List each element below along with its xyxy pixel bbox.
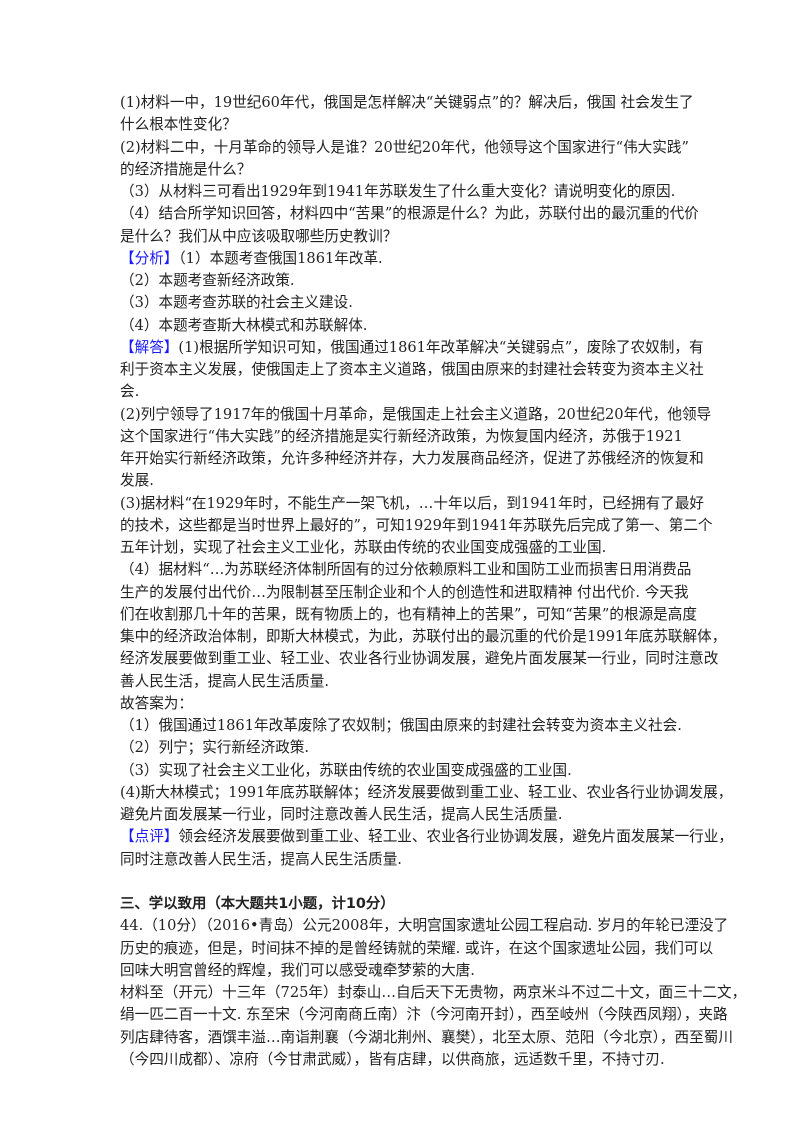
analysis-line: （4）本题考查斯大林模式和苏联解体. (120, 315, 700, 337)
comment-line: 【点评】领会经济发展要做到重工业、轻工业、农业各行业协调发展，避免片面发展某一行… (120, 826, 733, 848)
analysis-text: （2）本题考查新经济政策. (120, 272, 295, 289)
question-44-text: （今四川成都）、凉府（今甘肃武威），皆有店肆，以供商旅，远适数千里，不持寸刃. (120, 1050, 665, 1068)
answer-line: 集中的经济政治体制，即斯大林模式，为此，苏联付出的最沉重的代价是1991年底苏联… (120, 626, 726, 648)
question-44-line: 回味大明宫曾经的辉煌，我们可以感受魂牵梦萦的大唐. (120, 960, 700, 982)
answer-text: 这个国家进行“伟大实践”的经济措施是实行新经济政策，为恢复国内经济，苏俄于192… (120, 427, 683, 445)
answer-text: 们在收割那几十年的苦果，既有物质上的，也有精神上的苦果”，可知“苦果”的根源是高… (120, 605, 697, 623)
answer-line: （1）俄国通过1861年改革废除了农奴制；俄国由原来的封建社会转变为资本主义社会… (120, 715, 700, 737)
answer-text: （4）据材料“…为苏联经济体制所固有的过分依赖原料工业和国防工业而损害日用消费品 (120, 561, 692, 579)
question-44-text: 44.（10分）（2016•青岛）公元2008年，大明宫国家遗址公园工程启动. … (120, 917, 729, 935)
answer-line: 故答案为： (120, 693, 700, 715)
question-44-line: 绢一匹二百一十文. 东至宋（今河南商丘南）汴（今河南开封），西至岐州（今陕西凤翔… (120, 1004, 728, 1026)
answer-text: 生产的发展付出代价…为限制甚至压制企业和个人的创造性和进取精神 付出代价. 今天… (120, 583, 689, 601)
question-text: 什么根本性变化？ (120, 116, 237, 134)
question-text: (2)材料二中，十月革命的领导人是谁？20世纪20年代，他领导这个国家进行“伟大… (120, 138, 689, 156)
question-44-line: 历史的痕迹，但是，时间抹不掉的是曾经铸就的荣耀. 或许，在这个国家遗址公园，我们… (120, 938, 713, 960)
answer-text: 的技术，这些都是当时世界上最好的”，可知1929年到1941年苏联先后完成了第一… (120, 516, 713, 534)
answer-line: （4）据材料“…为苏联经济体制所固有的过分依赖原料工业和国防工业而损害日用消费品 (120, 559, 700, 581)
answer-line: 年开始实行新经济政策，允许多种经济并存，大力发展商品经济，促进了苏俄经济的恢复和 (120, 448, 704, 470)
analysis-line: 【分析】（1）本题考查俄国1861年改革. (120, 248, 700, 270)
answer-text: (3)据材料“在1929年时，不能生产一架飞机，…十年以后，到1941年时，已经… (120, 494, 705, 512)
answer-text: （3）实现了社会主义工业化，苏联由传统的农业国变成强盛的工业国. (120, 761, 572, 779)
question-text: (1)材料一中，19世纪60年代，俄国是怎样解决“关键弱点”的？解决后，俄国 社… (120, 94, 694, 111)
answer-line: 生产的发展付出代价…为限制甚至压制企业和个人的创造性和进取精神 付出代价. 今天… (120, 582, 700, 604)
document-body: (1)材料一中，19世纪60年代，俄国是怎样解决“关键弱点”的？解决后，俄国 社… (120, 92, 746, 1071)
question-44-line: 材料至（开元）十三年（725年）封泰山…自后天下无贵物，两京米斗不过二十文，面三… (120, 982, 746, 1004)
question-line: (1)材料一中，19世纪60年代，俄国是怎样解决“关键弱点”的？解决后，俄国 社… (120, 92, 700, 114)
answer-text: 经济发展要做到重工业、轻工业、农业各行业协调发展，避免片面发展某一行业，同时注意… (120, 650, 719, 668)
answer-line: 善人民生活，提高人民生活质量. (120, 671, 700, 693)
answer-text: 会. (120, 383, 140, 401)
answer-text: 故答案为： (120, 694, 193, 712)
question-text: 的经济措施是什么？ (120, 160, 252, 178)
answer-text: 发展. (120, 472, 154, 490)
question-line: （4）结合所学知识回答，材料四中“苦果”的根源是什么？为此，苏联付出的最沉重的代… (120, 203, 700, 225)
comment-label: 【点评】 (120, 828, 179, 846)
question-44-text: 回味大明宫曾经的辉煌，我们可以感受魂牵梦萦的大唐. (120, 961, 475, 979)
answer-line: 们在收割那几十年的苦果，既有物质上的，也有精神上的苦果”，可知“苦果”的根源是高… (120, 604, 700, 626)
answer-text: 五年计划，实现了社会主义工业化，苏联由传统的农业国变成强盛的工业国. (120, 539, 607, 556)
comment-text: 领会经济发展要做到重工业、轻工业、农业各行业协调发展，避免片面发展某一行业， (178, 828, 733, 846)
answer-line: （2）列宁；实行新经济政策. (120, 737, 700, 759)
answer-line: 发展. (120, 470, 700, 492)
answer-line: (2)列宁领导了1917年的俄国十月革命，是俄国走上社会主义道路，20世纪20年… (120, 404, 711, 426)
question-44-text: 绢一匹二百一十文. 东至宋（今河南商丘南）汴（今河南开封），西至岐州（今陕西凤翔… (120, 1006, 728, 1024)
answer-text: (4)斯大林模式；1991年底苏联解体；经济发展要做到重工业、轻工业、农业各行业… (120, 783, 733, 801)
answer-label: 【解答】 (120, 338, 179, 356)
answer-line: 经济发展要做到重工业、轻工业、农业各行业协调发展，避免片面发展某一行业，同时注意… (120, 648, 718, 670)
question-44-line: （今四川成都）、凉府（今甘肃武威），皆有店肆，以供商旅，远适数千里，不持寸刃. (120, 1049, 700, 1071)
answer-line: 五年计划，实现了社会主义工业化，苏联由传统的农业国变成强盛的工业国. (120, 537, 700, 559)
answer-line: (4)斯大林模式；1991年底苏联解体；经济发展要做到重工业、轻工业、农业各行业… (120, 782, 732, 804)
answer-text: 年开始实行新经济政策，允许多种经济并存，大力发展商品经济，促进了苏俄经济的恢复和 (120, 450, 704, 467)
question-line: （3）从材料三可看出1929年到1941年苏联发生了什么重大变化？请说明变化的原… (120, 181, 700, 203)
question-line: 是什么？我们从中应该吸取哪些历史教训？ (120, 226, 700, 248)
question-line: 的经济措施是什么？ (120, 159, 700, 181)
answer-text: 避免片面发展某一行业，同时注意改善人民生活，提高人民生活质量. (120, 806, 563, 823)
question-44-text: 历史的痕迹，但是，时间抹不掉的是曾经铸就的荣耀. 或许，在这个国家遗址公园，我们… (120, 939, 714, 957)
answer-text: （1）俄国通过1861年改革废除了农奴制；俄国由原来的封建社会转变为资本主义社会… (120, 717, 682, 734)
question-text: （3）从材料三可看出1929年到1941年苏联发生了什么重大变化？请说明变化的原… (120, 183, 676, 200)
answer-line: 这个国家进行“伟大实践”的经济措施是实行新经济政策，为恢复国内经济，苏俄于192… (120, 426, 700, 448)
answer-text: 集中的经济政治体制，即斯大林模式，为此，苏联付出的最沉重的代价是1991年底苏联… (120, 628, 727, 645)
question-44-line: 44.（10分）（2016•青岛）公元2008年，大明宫国家遗址公园工程启动. … (120, 915, 728, 937)
analysis-text: （3）本题考查苏联的社会主义建设. (120, 294, 353, 312)
question-text: （4）结合所学知识回答，材料四中“苦果”的根源是什么？为此，苏联付出的最沉重的代… (120, 205, 699, 223)
comment-text: 同时注意改善人民生活，提高人民生活质量. (120, 850, 402, 868)
question-44-text: 材料至（开元）十三年（725年）封泰山…自后天下无贵物，两京米斗不过二十文，面三… (120, 984, 747, 1001)
answer-text: (1)根据所学知识可知，俄国通过1861年改革解决“关键弱点”，废除了农奴制，有 (178, 338, 704, 356)
analysis-line: （2）本题考查新经济政策. (120, 270, 700, 292)
answer-line: 会. (120, 381, 700, 403)
analysis-text: （1）本题考查俄国1861年改革. (178, 249, 383, 267)
question-44-line: 列店肆待客，酒馔丰溢…南诣荆襄（今湖北荆州、襄樊），北至太原、范阳（今北京），西… (120, 1027, 733, 1049)
section-heading: 三、学以致用（本大题共1小题，计10分） (120, 896, 395, 912)
answer-text: （2）列宁；实行新经济政策. (120, 739, 310, 757)
question-44-text: 列店肆待客，酒馔丰溢…南诣荆襄（今湖北荆州、襄樊），北至太原、范阳（今北京），西… (120, 1028, 733, 1046)
analysis-label: 【分析】 (120, 249, 179, 267)
comment-line: 同时注意改善人民生活，提高人民生活质量. (120, 849, 700, 871)
analysis-line: （3）本题考查苏联的社会主义建设. (120, 292, 700, 314)
answer-line: （3）实现了社会主义工业化，苏联由传统的农业国变成强盛的工业国. (120, 760, 700, 782)
question-line: 什么根本性变化？ (120, 114, 700, 136)
answer-line: (3)据材料“在1929年时，不能生产一架飞机，…十年以后，到1941年时，已经… (120, 493, 704, 515)
analysis-text: （4）本题考查斯大林模式和苏联解体. (120, 316, 368, 334)
answer-line: 【解答】(1)根据所学知识可知，俄国通过1861年改革解决“关键弱点”，废除了农… (120, 337, 704, 359)
answer-text: 利于资本主义发展，使俄国走上了资本主义道路，俄国由原来的封建社会转变为资本主义社 (120, 361, 704, 378)
answer-text: (2)列宁领导了1917年的俄国十月革命，是俄国走上社会主义道路，20世纪20年… (120, 405, 712, 423)
question-text: 是什么？我们从中应该吸取哪些历史教训？ (120, 227, 398, 245)
question-line: (2)材料二中，十月革命的领导人是谁？20世纪20年代，他领导这个国家进行“伟大… (120, 137, 700, 159)
answer-text: 善人民生活，提高人民生活质量. (120, 672, 329, 690)
answer-line: 避免片面发展某一行业，同时注意改善人民生活，提高人民生活质量. (120, 804, 700, 826)
answer-line: 利于资本主义发展，使俄国走上了资本主义道路，俄国由原来的封建社会转变为资本主义社 (120, 359, 704, 381)
spacer (120, 871, 700, 893)
answer-line: 的技术，这些都是当时世界上最好的”，可知1929年到1941年苏联先后完成了第一… (120, 515, 713, 537)
